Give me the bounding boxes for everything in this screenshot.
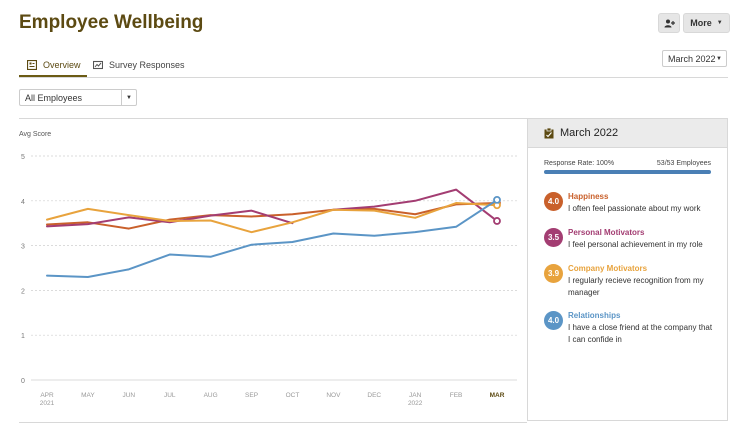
- series-line: [332, 188, 498, 222]
- x-tick-label: MAY: [81, 392, 95, 399]
- tab-bar: Overview Survey Responses: [19, 53, 728, 78]
- add-user-button[interactable]: [658, 13, 680, 33]
- month-select[interactable]: March 2022 ▼: [662, 50, 727, 67]
- add-user-icon: [664, 19, 675, 27]
- caret-down-icon: ▼: [716, 20, 723, 26]
- y-axis-label: Avg Score: [19, 131, 51, 138]
- summary-title: March 2022: [560, 127, 619, 139]
- x-tick-sublabel: 2022: [408, 400, 423, 407]
- y-tick-label: 3: [21, 244, 25, 251]
- category-name: Company Motivators: [568, 264, 648, 273]
- survey-responses-icon: [93, 60, 103, 69]
- series-line: [46, 202, 498, 234]
- score-badge: 4.0: [544, 192, 563, 211]
- summary-header: March 2022: [528, 119, 727, 148]
- x-tick-label: FEB: [450, 392, 463, 399]
- y-tick-label: 4: [21, 199, 25, 206]
- tab-overview[interactable]: Overview: [19, 53, 86, 77]
- category-name: Personal Motivators: [568, 228, 645, 237]
- series-line: [46, 198, 498, 278]
- category-personal-motivators[interactable]: 3.5 Personal Motivators I feel personal …: [544, 228, 719, 268]
- series-end-point: [493, 196, 501, 204]
- category-happiness[interactable]: 4.0 Happiness I often feel passionate ab…: [544, 192, 719, 232]
- y-tick-label: 2: [21, 288, 25, 295]
- x-tick-label: AUG: [204, 392, 218, 399]
- x-tick-label: MAR: [490, 392, 505, 399]
- x-tick-label: JAN: [409, 392, 422, 399]
- overview-icon: [27, 59, 37, 70]
- tab-label: Overview: [43, 59, 81, 70]
- y-tick-label: 0: [21, 378, 25, 385]
- x-tick-label: DEC: [367, 392, 381, 399]
- more-button-label: More: [690, 18, 712, 28]
- chart-panel: Avg Score 0 1 2 3 4 5 APR 2021 MAY JUN JUL AUG SEP OCT…: [19, 118, 527, 423]
- category-description: I feel personal achievement in my role: [568, 240, 703, 249]
- month-select-value: March 2022: [668, 53, 716, 64]
- score-badge: 3.9: [544, 264, 563, 283]
- x-tick-label: NOV: [326, 392, 341, 399]
- category-company-motivators[interactable]: 3.9 Company Motivators I regularly recie…: [544, 264, 719, 304]
- employee-filter-select[interactable]: All Employees ▼: [19, 89, 137, 106]
- y-tick-label: 5: [21, 154, 25, 161]
- response-count: 53/53 Employees: [656, 160, 711, 167]
- month-summary-panel: March 2022 Response Rate: 100% 53/53 Emp…: [527, 118, 728, 421]
- tab-survey-responses[interactable]: Survey Responses: [93, 53, 185, 76]
- more-button[interactable]: More ▼: [683, 13, 730, 33]
- employee-filter-value: All Employees: [25, 92, 83, 103]
- y-tick-label: 1: [21, 333, 25, 340]
- category-name: Happiness: [568, 192, 609, 201]
- response-rate-label: Response Rate: 100%: [544, 160, 615, 167]
- x-tick-label: SEP: [245, 392, 258, 399]
- response-rate-row: Response Rate: 100% 53/53 Employees: [544, 160, 711, 167]
- page-title: Employee Wellbeing: [19, 12, 204, 33]
- score-badge: 3.5: [544, 228, 563, 247]
- caret-down-icon: ▼: [716, 55, 722, 62]
- series-line: [46, 209, 294, 228]
- response-rate-bar: [544, 170, 711, 174]
- score-badge: 4.0: [544, 311, 563, 330]
- x-tick-label: JUN: [122, 392, 135, 399]
- x-tick-label: APR: [40, 392, 54, 399]
- clipboard-icon: [544, 127, 554, 138]
- x-tick-sublabel: 2021: [40, 400, 55, 407]
- category-name: Relationships: [568, 311, 621, 320]
- tab-label: Survey Responses: [109, 59, 185, 70]
- category-description: I have a close friend at the company tha…: [568, 323, 713, 344]
- category-description: I often feel passionate about my work: [568, 204, 701, 213]
- category-description: I regularly recieve recognition from my …: [568, 276, 704, 297]
- x-tick-label: JUL: [164, 392, 176, 399]
- x-tick-label: OCT: [286, 392, 300, 399]
- caret-down-icon: ▼: [121, 90, 136, 105]
- series-end-point: [493, 217, 501, 225]
- category-relationships[interactable]: 4.0 Relationships I have a close friend …: [544, 311, 719, 351]
- series-line: [46, 202, 498, 230]
